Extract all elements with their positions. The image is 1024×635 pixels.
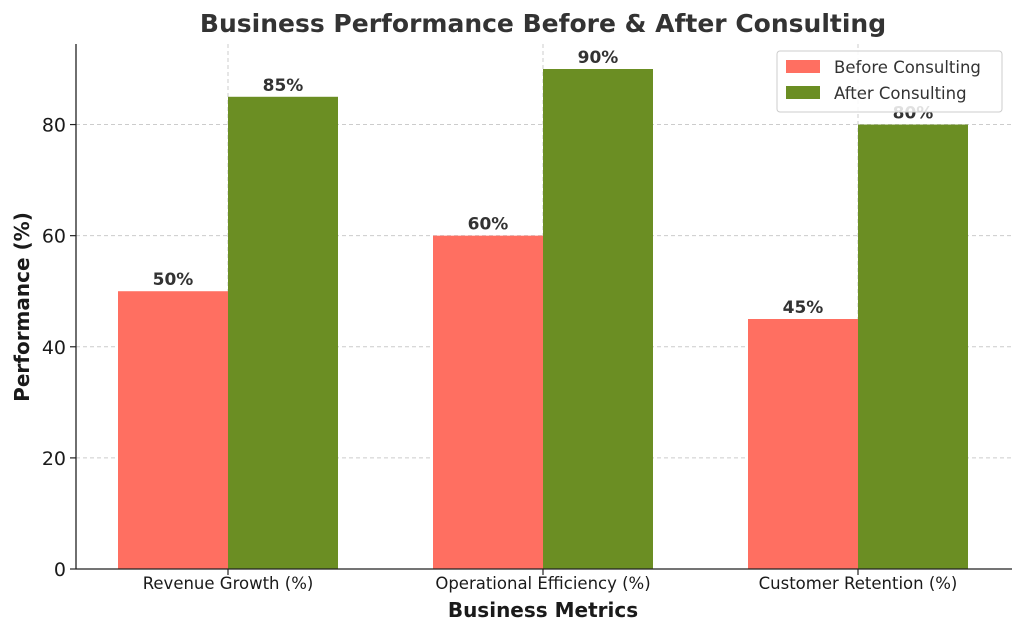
data-label-after-0: 85% — [263, 76, 304, 96]
legend-label-before: Before Consulting — [834, 58, 981, 77]
y-tick-label: 0 — [54, 559, 66, 581]
legend-swatch-before — [786, 60, 820, 73]
axes: 0 20 40 60 80 Revenue Growth (%) Operational E… — [42, 44, 1012, 593]
bar-before-1 — [433, 235, 543, 569]
legend-label-after: After Consulting — [834, 84, 967, 103]
x-tick-label: Customer Retention (%) — [759, 574, 958, 593]
bar-after-1 — [543, 69, 653, 569]
legend-swatch-after — [786, 86, 820, 99]
legend: Before Consulting After Consulting — [776, 50, 1003, 113]
data-label-before-2: 45% — [783, 298, 824, 318]
bar-before-0 — [118, 291, 228, 569]
data-label-after-1: 90% — [578, 48, 619, 68]
bar-before-2 — [748, 319, 858, 569]
x-tick-label: Operational Efficiency (%) — [435, 574, 650, 593]
y-tick-label: 80 — [42, 115, 66, 137]
legend-box — [776, 50, 1003, 113]
data-label-before-1: 60% — [468, 215, 509, 235]
x-axis-label: Business Metrics — [448, 598, 638, 622]
y-tick-label: 40 — [42, 337, 66, 359]
bar-after-0 — [228, 96, 338, 570]
y-axis-label: Performance (%) — [10, 212, 34, 402]
bars — [118, 69, 968, 570]
data-label-before-0: 50% — [153, 270, 194, 290]
chart-title: Business Performance Before & After Cons… — [200, 9, 886, 38]
x-tick-label: Revenue Growth (%) — [143, 574, 314, 593]
bar-after-2 — [858, 124, 968, 570]
y-tick-label: 20 — [42, 448, 66, 470]
y-tick-label: 60 — [42, 226, 66, 248]
data-labels: 50%85%60%90%45%80% — [153, 48, 934, 318]
